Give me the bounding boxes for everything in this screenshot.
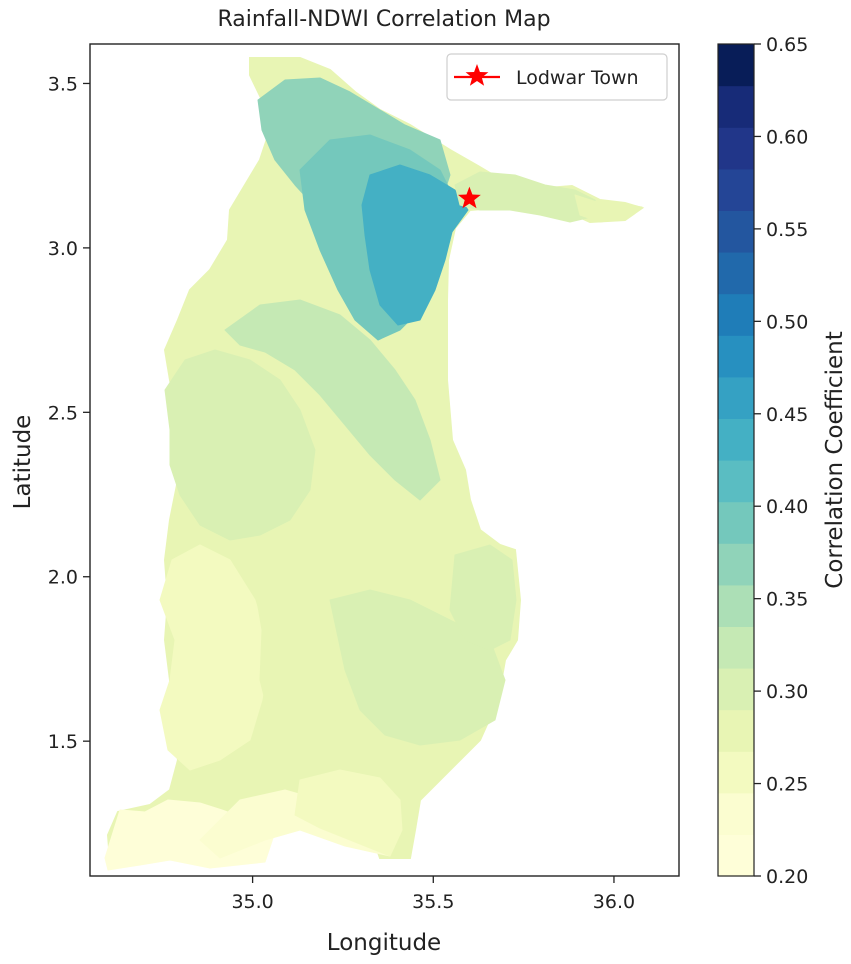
colorbar-band bbox=[718, 210, 754, 253]
colorbar-band bbox=[718, 501, 754, 544]
colorbar-bands bbox=[718, 44, 754, 877]
colorbar-ticks: 0.20 0.25 0.30 0.35 0.40 0.45 0.50 0.55 0.60 0.65 bbox=[754, 34, 808, 888]
correlation-region-middle-centre bbox=[249, 544, 361, 746]
colorbar-band bbox=[718, 44, 754, 87]
correlation-region-eastern-tip bbox=[574, 194, 643, 223]
y-tick-label: 3.0 bbox=[48, 238, 78, 260]
colorbar-frame bbox=[717, 43, 755, 877]
y-tick-label: 2.5 bbox=[48, 402, 78, 424]
correlation-contour-fills bbox=[104, 57, 645, 871]
y-tick-label: 3.5 bbox=[48, 73, 78, 95]
x-axis-ticks: 35.0 35.5 36.0 bbox=[231, 876, 635, 913]
y-axis-label: Latitude bbox=[10, 415, 36, 510]
chart-title: Rainfall-NDWI Correlation Map bbox=[217, 7, 550, 32]
y-tick-label: 1.5 bbox=[48, 731, 78, 753]
legend-label-lodwar-town: Lodwar Town bbox=[516, 67, 639, 89]
colorbar-band bbox=[718, 127, 754, 170]
colorbar-band bbox=[718, 252, 754, 295]
x-tick-label: 35.0 bbox=[231, 891, 273, 913]
x-tick-label: 35.5 bbox=[412, 891, 454, 913]
y-axis-ticks: 1.5 2.0 2.5 3.0 3.5 bbox=[48, 73, 90, 753]
colorbar-band bbox=[718, 626, 754, 669]
correlation-region-southern-east bbox=[294, 769, 403, 857]
colorbar-band bbox=[718, 751, 754, 794]
colorbar-tick-label: 0.45 bbox=[766, 404, 808, 426]
colorbar-tick-label: 0.25 bbox=[766, 774, 808, 796]
colorbar-tick-label: 0.50 bbox=[766, 311, 808, 333]
colorbar-tick-label: 0.20 bbox=[766, 866, 808, 888]
colorbar-label: Correlation Coefficient bbox=[822, 331, 848, 588]
colorbar-band bbox=[718, 376, 754, 419]
colorbar-tick-label: 0.35 bbox=[766, 589, 808, 611]
colorbar-tick-label: 0.55 bbox=[766, 219, 808, 241]
colorbar-tick-label: 0.65 bbox=[766, 34, 808, 56]
legend: Lodwar Town bbox=[446, 53, 668, 101]
colorbar-band bbox=[718, 293, 754, 336]
plot-frame bbox=[89, 43, 680, 877]
legend-frame bbox=[446, 53, 668, 101]
colorbar: 0.20 0.25 0.30 0.35 0.40 0.45 0.50 0.55 0.60 0.65… bbox=[717, 34, 848, 888]
correlation-region-middle-east-bulge bbox=[449, 544, 517, 651]
colorbar-band bbox=[718, 584, 754, 627]
legend-star-icon bbox=[465, 64, 489, 86]
colorbar-band bbox=[718, 460, 754, 503]
colorbar-tick-label: 0.30 bbox=[766, 681, 808, 703]
colorbar-band bbox=[718, 668, 754, 711]
correlation-region-lodwar-centre bbox=[361, 164, 469, 326]
x-tick-label: 36.0 bbox=[593, 891, 635, 913]
correlation-region-northern-band bbox=[224, 299, 441, 501]
colorbar-band bbox=[718, 543, 754, 586]
colorbar-band bbox=[718, 792, 754, 835]
colorbar-band bbox=[718, 418, 754, 461]
colorbar-band bbox=[718, 168, 754, 211]
correlation-region-middle-west bbox=[159, 544, 271, 771]
colorbar-band bbox=[718, 335, 754, 378]
colorbar-tick-label: 0.60 bbox=[766, 126, 808, 148]
y-tick-label: 2.0 bbox=[48, 567, 78, 589]
lodwar-town-marker-layer bbox=[458, 186, 481, 209]
colorbar-tick-label: 0.40 bbox=[766, 496, 808, 518]
colorbar-band bbox=[718, 834, 754, 877]
x-axis-label: Longitude bbox=[327, 930, 441, 956]
colorbar-band bbox=[718, 85, 754, 128]
lodwar-town-star-icon bbox=[458, 186, 481, 209]
correlation-region-upper-middle bbox=[164, 349, 316, 541]
colorbar-band bbox=[718, 709, 754, 752]
